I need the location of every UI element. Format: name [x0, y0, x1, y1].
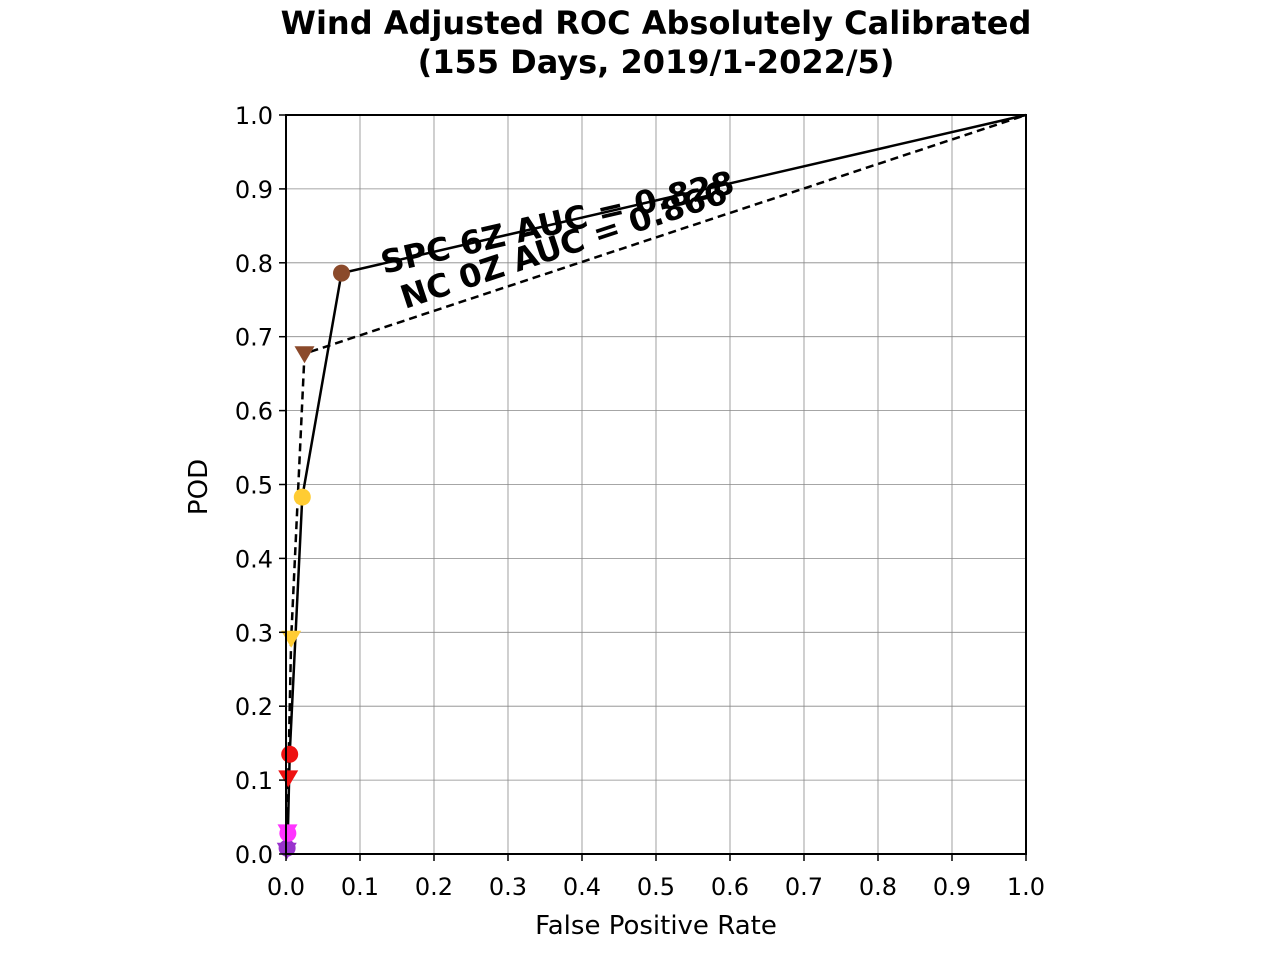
x-tick-label: 0.4 — [563, 873, 601, 901]
nc-0z-point — [278, 770, 299, 788]
y-tick-label: 0.1 — [235, 767, 273, 795]
x-tick-label: 0.2 — [415, 873, 453, 901]
nc-0z-point — [294, 346, 315, 364]
x-tick-label: 0.7 — [785, 873, 823, 901]
spc-6z-point — [333, 264, 350, 282]
x-tick-label: 0.9 — [933, 873, 971, 901]
spc-6z-point — [281, 745, 299, 763]
y-tick-label: 0.8 — [235, 250, 273, 278]
x-tick-label: 0.6 — [711, 873, 749, 901]
y-axis-label: POD — [184, 459, 214, 515]
x-axis: 0.0 0.1 0.2 0.3 0.4 0.5 0.6 0.7 0.8 0.9 1.0 — [267, 854, 1045, 901]
x-tick-label: 0.0 — [267, 873, 305, 901]
y-axis: 0.0 0.1 0.2 0.3 0.4 0.5 0.6 0.7 0.8 0.9 1.0 — [235, 102, 286, 869]
chart-title-line-2: (155 Days, 2019/1-2022/5) — [418, 43, 895, 81]
y-tick-label: 0.0 — [235, 841, 273, 869]
x-axis-label: False Positive Rate — [535, 911, 777, 941]
y-tick-label: 0.3 — [235, 619, 273, 647]
y-tick-label: 0.4 — [235, 545, 273, 573]
nc-0z-point — [281, 630, 302, 648]
x-tick-label: 0.5 — [637, 873, 675, 901]
chart-title-line-1: Wind Adjusted ROC Absolutely Calibrated — [281, 4, 1032, 42]
nc-0z-point — [277, 824, 298, 842]
x-tick-label: 1.0 — [1007, 873, 1045, 901]
y-tick-label: 0.7 — [235, 324, 273, 352]
y-tick-label: 0.5 — [235, 472, 273, 500]
x-tick-label: 0.8 — [859, 873, 897, 901]
y-tick-label: 0.6 — [235, 398, 273, 426]
x-tick-label: 0.3 — [489, 873, 527, 901]
spc-6z-point — [293, 488, 311, 506]
y-tick-label: 0.9 — [235, 176, 273, 204]
y-tick-label: 1.0 — [235, 102, 273, 130]
y-tick-label: 0.2 — [235, 693, 273, 721]
x-tick-label: 0.1 — [341, 873, 379, 901]
